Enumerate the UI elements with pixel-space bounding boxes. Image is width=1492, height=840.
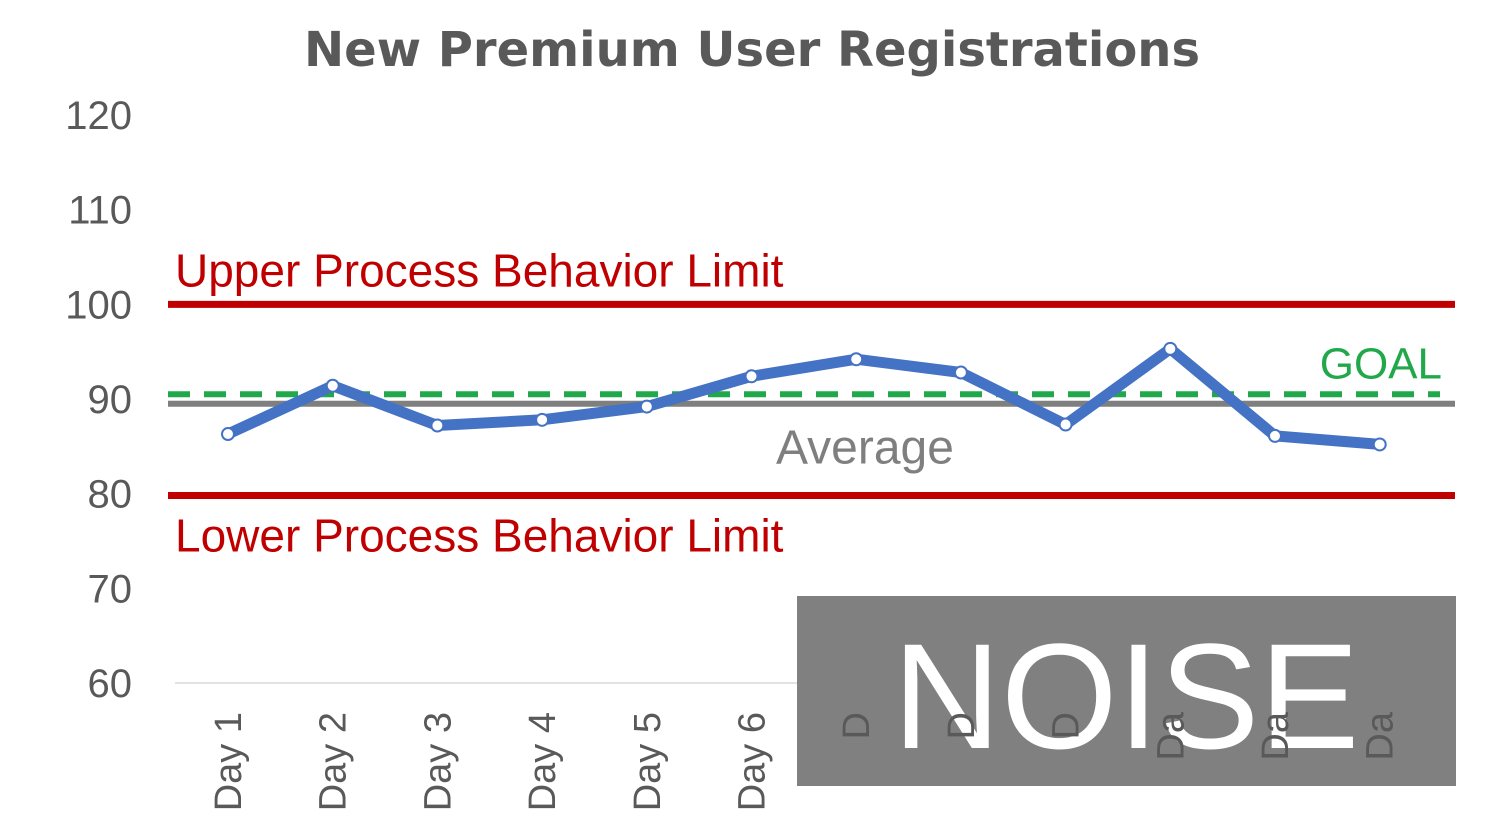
noise-box-bg xyxy=(797,596,1456,786)
reference-lines: Upper Process Behavior Limit Lower Proces… xyxy=(168,244,1455,562)
data-point xyxy=(1163,341,1178,356)
x-tick-label: D xyxy=(836,712,878,739)
data-point xyxy=(430,418,445,433)
y-tick-label: 120 xyxy=(65,94,132,138)
x-tick-label: Da xyxy=(1150,711,1192,760)
x-tick-label: Day 5 xyxy=(627,712,669,811)
upper-limit-label: Upper Process Behavior Limit xyxy=(175,244,784,296)
x-tick-label: Day 1 xyxy=(208,712,250,811)
x-tick-label: Day 4 xyxy=(522,712,564,811)
chart-title: New Premium User Registrations xyxy=(304,22,1200,78)
data-point xyxy=(1268,428,1282,443)
data-point xyxy=(953,365,968,380)
y-axis: 60 70 80 90 100 110 120 xyxy=(65,94,132,706)
y-tick-label: 80 xyxy=(88,473,133,517)
x-tick-label: D xyxy=(941,712,983,739)
series-layer xyxy=(221,341,1387,452)
noise-annotation: NOISE xyxy=(797,596,1456,786)
x-tick-label: Da xyxy=(1360,711,1402,760)
x-tick-label: Day 2 xyxy=(313,712,355,811)
y-tick-label: 60 xyxy=(88,662,133,706)
series-line xyxy=(222,343,1386,450)
x-tick-label: Day 6 xyxy=(732,712,774,811)
data-point xyxy=(221,427,235,442)
lower-limit-label: Lower Process Behavior Limit xyxy=(175,510,784,562)
data-point xyxy=(325,378,340,393)
y-tick-label: 70 xyxy=(88,567,133,611)
x-axis: Day 1 Day 2 Day 3 Day 4 Day 5 Day 6 D D D Da Da Da xyxy=(208,711,1402,811)
x-tick-label: D xyxy=(1046,712,1088,739)
data-point xyxy=(744,369,759,384)
data-point xyxy=(639,399,654,414)
average-label: Average xyxy=(776,422,954,475)
y-tick-label: 110 xyxy=(68,189,132,233)
data-point xyxy=(849,352,864,367)
goal-label: GOAL xyxy=(1320,339,1442,388)
x-tick-label: Day 3 xyxy=(417,712,459,811)
data-point xyxy=(1058,417,1073,432)
x-tick-label: Da xyxy=(1255,711,1297,760)
y-tick-label: 100 xyxy=(65,283,132,327)
noise-label: NOISE xyxy=(893,612,1360,780)
y-tick-label: 90 xyxy=(88,378,133,422)
data-point xyxy=(535,412,550,427)
data-point xyxy=(1372,437,1387,452)
